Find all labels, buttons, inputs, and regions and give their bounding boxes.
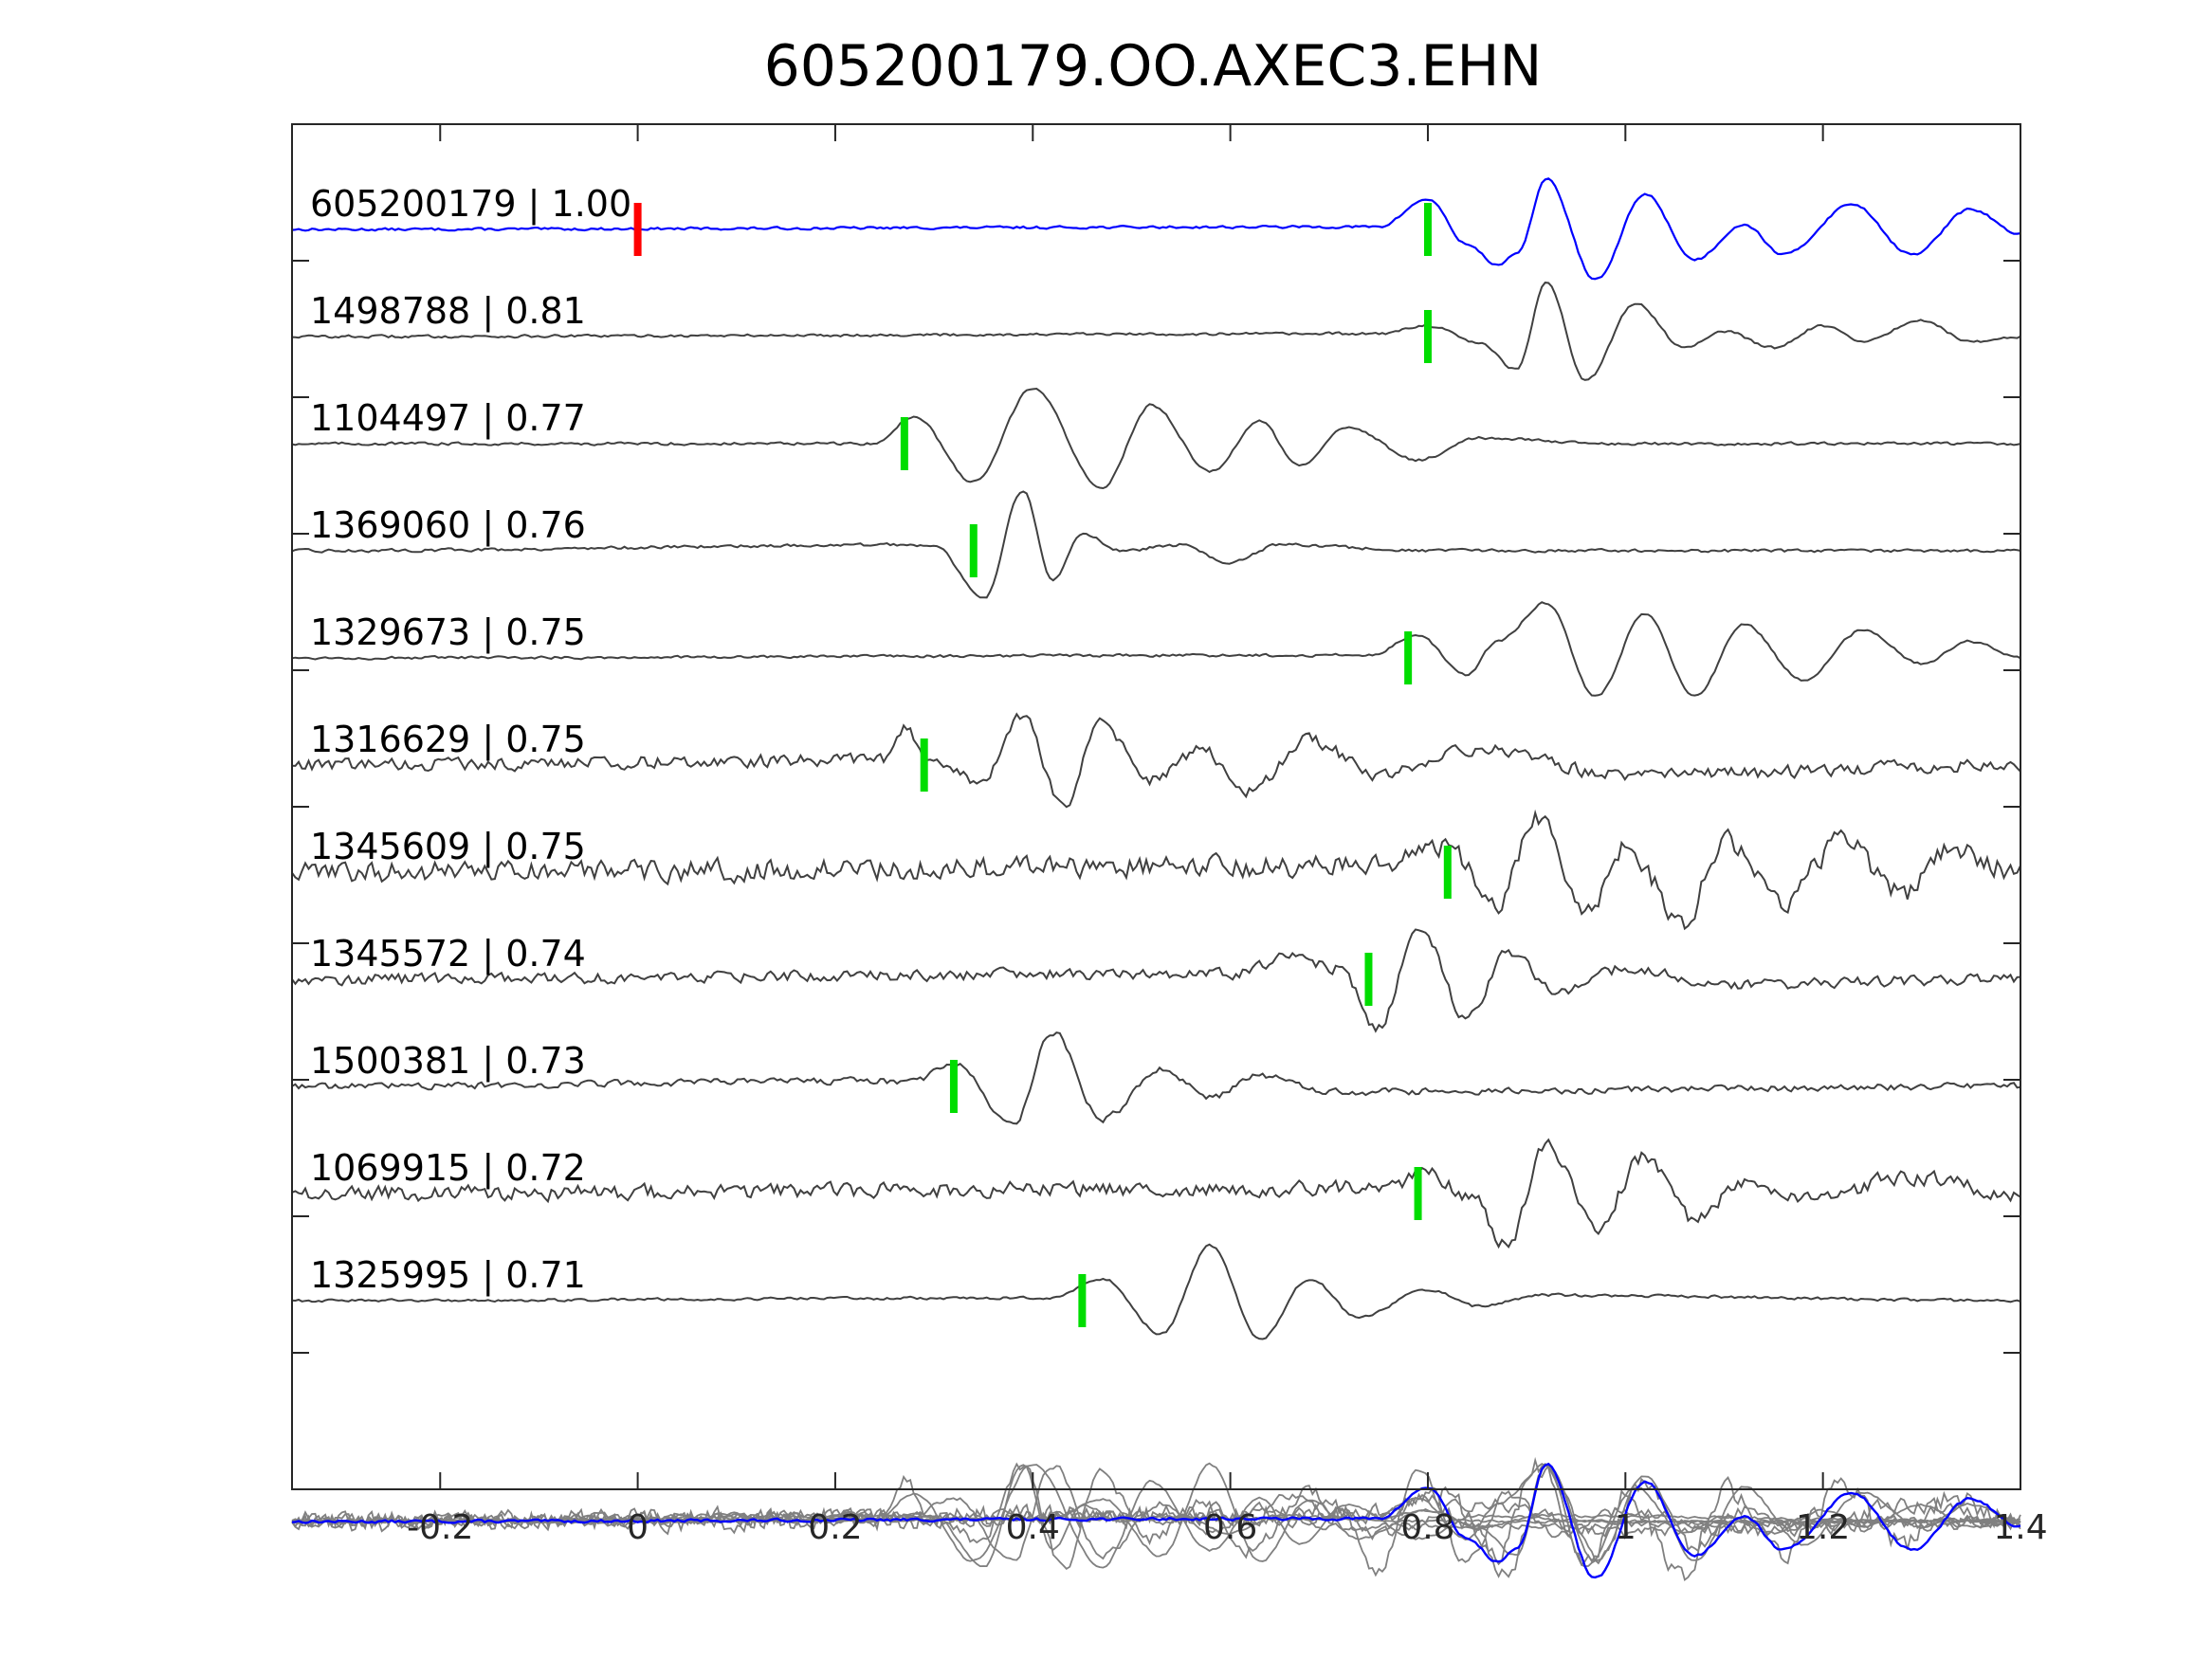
- pick-markers: [633, 203, 1452, 1327]
- trace-label: 1345572 | 0.74: [310, 933, 586, 975]
- stack-trace-line: [291, 1462, 2021, 1562]
- traces: [291, 177, 2021, 1340]
- x-tick-label: 0.4: [1006, 1508, 1060, 1547]
- chart-title: 605200179.OO.AXEC3.EHN: [764, 33, 1543, 100]
- trace-line: [291, 1138, 2021, 1249]
- trace-label: 605200179 | 1.00: [310, 183, 631, 226]
- stack-trace-line: [291, 1462, 2021, 1579]
- trace-label: 1498788 | 0.81: [310, 290, 586, 333]
- trace-line: [291, 1243, 2021, 1340]
- trace-labels: 605200179 | 1.00 1498788 | 0.81 1104497 | …: [310, 183, 631, 1297]
- trace-line: [291, 809, 2021, 931]
- x-tick-label: 1.2: [1796, 1508, 1850, 1547]
- plot-area: 605200179 | 1.00 1498788 | 0.81 1104497 | …: [291, 177, 2021, 1582]
- trace-label: 1069915 | 0.72: [310, 1147, 586, 1190]
- trace-label: 1316629 | 0.75: [310, 719, 586, 761]
- trace-label: 1369060 | 0.76: [310, 504, 586, 547]
- trace-label: 1345609 | 0.75: [310, 826, 586, 868]
- x-tick-label: 0.6: [1203, 1508, 1257, 1547]
- trace-label: 1325995 | 0.71: [310, 1254, 586, 1297]
- trace-line: [291, 1031, 2021, 1125]
- y-axis: [292, 260, 2020, 1354]
- trace-line: [291, 282, 2021, 381]
- trace-label: 1104497 | 0.77: [310, 397, 586, 440]
- trace-line: [291, 490, 2021, 599]
- x-tick-label: -0.2: [407, 1508, 473, 1547]
- trace-label: 1500381 | 0.73: [310, 1040, 586, 1083]
- x-tick-label: 0.8: [1400, 1508, 1454, 1547]
- x-tick-label: 0.2: [808, 1508, 862, 1547]
- stack-overlay: [291, 1456, 2021, 1582]
- trace-line: [291, 387, 2021, 490]
- trace-line: [291, 712, 2021, 809]
- trace-line: [291, 928, 2021, 1033]
- x-axis: -0.2 0 0.2 0.4 0.6 0.8 1 1.2 1.4: [407, 124, 2048, 1547]
- x-tick-label: 1.4: [1993, 1508, 2047, 1547]
- x-tick-label: 0: [627, 1508, 649, 1547]
- x-tick-label: 1: [1615, 1508, 1636, 1547]
- trace-line: [291, 177, 2021, 281]
- trace-label: 1329673 | 0.75: [310, 611, 586, 654]
- trace-line: [291, 601, 2021, 697]
